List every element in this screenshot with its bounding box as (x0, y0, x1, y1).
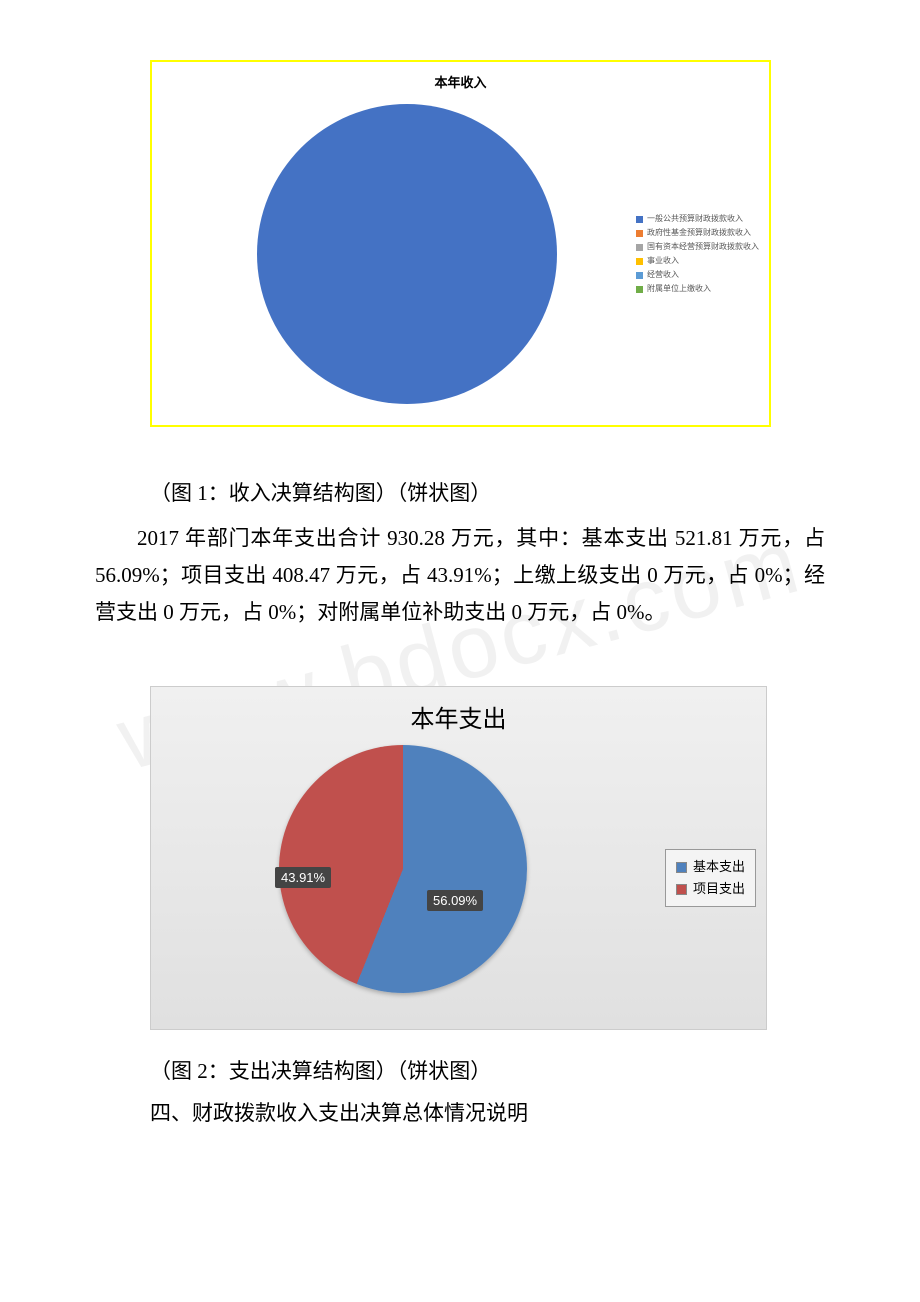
legend-label: 政府性基金预算财政拨款收入 (647, 226, 751, 240)
legend-swatch (676, 884, 687, 895)
chart-income: 本年收入 一般公共预算财政拨款收入政府性基金预算财政拨款收入国有资本经营预算财政… (150, 60, 771, 427)
legend-swatch (636, 216, 643, 223)
legend-expenditure: 基本支出项目支出 (665, 849, 756, 907)
legend-label: 经营收入 (647, 268, 679, 282)
legend-item: 经营收入 (636, 268, 759, 282)
pie-income (257, 104, 557, 404)
chart-expenditure-title: 本年支出 (151, 687, 766, 734)
legend-swatch (636, 244, 643, 251)
legend-item: 国有资本经营预算财政拨款收入 (636, 240, 759, 254)
legend-item: 附属单位上缴收入 (636, 282, 759, 296)
legend-swatch (636, 230, 643, 237)
data-label-basic: 56.09% (427, 890, 483, 911)
legend-label: 基本支出 (693, 856, 745, 878)
page-content: 本年收入 一般公共预算财政拨款收入政府性基金预算财政拨款收入国有资本经营预算财政… (95, 60, 825, 1134)
caption-chart1: （图 1：收入决算结构图）（饼状图） (150, 475, 825, 511)
legend-label: 项目支出 (693, 878, 745, 900)
legend-item: 一般公共预算财政拨款收入 (636, 212, 759, 226)
legend-swatch (636, 272, 643, 279)
legend-swatch (676, 862, 687, 873)
legend-swatch (636, 258, 643, 265)
legend-label: 国有资本经营预算财政拨款收入 (647, 240, 759, 254)
legend-label: 事业收入 (647, 254, 679, 268)
legend-label: 附属单位上缴收入 (647, 282, 711, 296)
legend-swatch (636, 286, 643, 293)
paragraph-expenditure: 2017 年部门本年支出合计 930.28 万元，其中：基本支出 521.81 … (95, 520, 825, 631)
chart-income-title: 本年收入 (152, 62, 769, 91)
caption-chart2: （图 2：支出决算结构图）（饼状图） (150, 1050, 825, 1092)
pie-income-wrap (257, 104, 557, 404)
chart-expenditure: 本年支出 56.09% 43.91% 基本支出项目支出 (150, 686, 767, 1030)
legend-label: 一般公共预算财政拨款收入 (647, 212, 743, 226)
pie-expenditure-wrap: 56.09% 43.91% (279, 745, 527, 993)
legend-item: 项目支出 (676, 878, 745, 900)
legend-item: 政府性基金预算财政拨款收入 (636, 226, 759, 240)
legend-item: 基本支出 (676, 856, 745, 878)
section-heading-4: 四、财政拨款收入支出决算总体情况说明 (150, 1092, 825, 1134)
legend-item: 事业收入 (636, 254, 759, 268)
legend-income: 一般公共预算财政拨款收入政府性基金预算财政拨款收入国有资本经营预算财政拨款收入事… (636, 212, 759, 296)
data-label-project: 43.91% (275, 867, 331, 888)
